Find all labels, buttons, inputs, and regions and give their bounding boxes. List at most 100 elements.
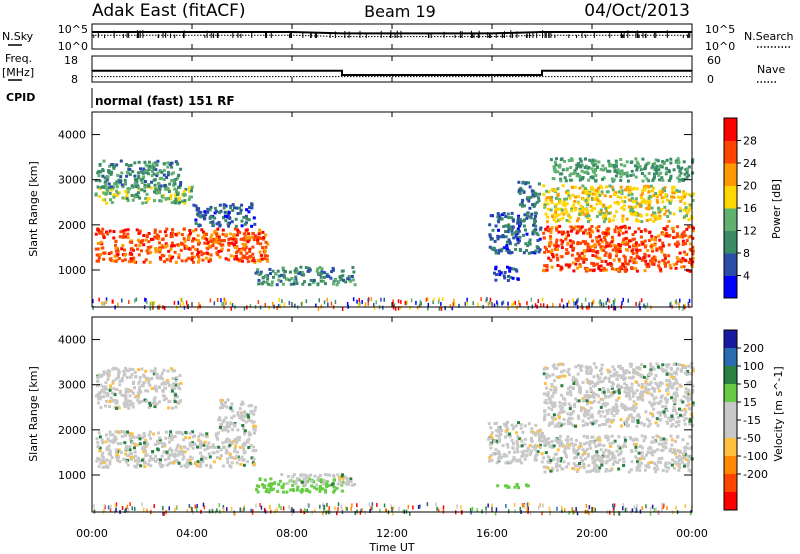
station-title: Adak East (fitACF) [92, 1, 246, 21]
velocity-cell [219, 425, 222, 429]
power-scatter [433, 297, 435, 302]
power-cell [643, 174, 647, 178]
velocity-cell [590, 413, 594, 417]
velocity-cell [142, 432, 146, 435]
velocity-cell [173, 383, 177, 387]
power-cell [677, 179, 681, 183]
velocity-cell [637, 413, 641, 417]
velocity-cell [587, 416, 591, 420]
velocity-cell [543, 442, 547, 446]
velocity-cell [617, 374, 621, 378]
velocity-cell [121, 430, 125, 433]
velocity-cell [176, 453, 180, 457]
power-cell [610, 267, 614, 271]
velocity-cell [610, 385, 614, 389]
power-scatter [432, 300, 434, 305]
velocity-cell [559, 423, 563, 427]
power-cell [551, 253, 555, 256]
velocity-scatter [651, 504, 654, 509]
velocity-cell [593, 441, 596, 445]
power-cell [687, 218, 691, 222]
velocity-cell [207, 452, 211, 456]
velocity-cell [628, 436, 632, 439]
velocity-cell [511, 459, 514, 463]
velocity-cell [620, 402, 624, 406]
velocity-cell [115, 452, 119, 456]
velocity-cell [133, 386, 136, 390]
velocity-cell [639, 444, 643, 448]
power-cell [133, 174, 137, 178]
power-cell [581, 197, 585, 201]
power-scatter [501, 301, 503, 306]
power-cell [607, 211, 611, 215]
velocity-cell [179, 381, 183, 385]
power-cell [668, 233, 672, 237]
velocity-cell [599, 448, 603, 452]
power-cell [528, 242, 532, 246]
power-cell [191, 245, 195, 249]
power-cell [496, 237, 500, 241]
power-cell [211, 243, 215, 247]
power-cell [609, 204, 613, 208]
velocity-cell [639, 421, 643, 425]
velocity-cell [217, 417, 221, 421]
power-cell [153, 235, 157, 239]
power-cell [647, 265, 651, 269]
power-cell [126, 190, 130, 194]
power-cell [658, 266, 662, 270]
velocity-cell [684, 445, 688, 449]
velocity-cell [627, 394, 631, 398]
velocity-cell [638, 468, 642, 472]
power-cell [97, 256, 101, 260]
power-cell [498, 235, 502, 239]
velocity-cell [688, 407, 692, 411]
velocity-cell [579, 406, 583, 410]
power-cell [681, 179, 685, 183]
velocity-cell [655, 464, 659, 468]
velocity-cell [188, 462, 192, 465]
power-cell [232, 242, 236, 246]
power-cell [133, 161, 137, 165]
power-cell [617, 257, 621, 261]
power-scatter [334, 300, 337, 304]
power-cell [274, 272, 278, 276]
velocity-cell [211, 445, 215, 449]
velocity-cell [490, 431, 494, 435]
velocity-cell [196, 460, 200, 464]
velocity-cell [677, 462, 681, 466]
velocity-cell [529, 439, 533, 443]
power-cell [194, 228, 198, 232]
power-cell [683, 172, 687, 176]
velocity-scatter [218, 503, 221, 508]
power-scatter [397, 299, 400, 304]
power-cell [344, 280, 348, 284]
power-cell [572, 246, 576, 250]
velocity-cell [99, 395, 103, 399]
power-cell [519, 249, 522, 252]
power-cell [533, 191, 537, 195]
power-cell [143, 189, 147, 193]
velocity-cell [97, 431, 101, 435]
power-scatter [224, 299, 227, 303]
velocity-cell [544, 375, 548, 379]
velocity-cell [583, 414, 587, 418]
power-cell [600, 190, 604, 194]
power-scatter [216, 298, 219, 302]
velocity-cell [140, 367, 144, 371]
power-cell [613, 246, 617, 250]
velocity-cell [557, 458, 561, 462]
power-cell [119, 180, 123, 184]
velocity-cell [349, 480, 353, 484]
power-cell [689, 242, 693, 246]
power-cell [155, 236, 159, 240]
power-cell [108, 229, 112, 233]
velocity-cell [522, 449, 526, 453]
power-cell [628, 185, 632, 189]
velocity-cell [319, 474, 322, 477]
velocity-cell [595, 438, 599, 442]
power-cell [193, 247, 197, 251]
power-cell [527, 251, 531, 255]
velocity-cell [577, 447, 581, 451]
power-cell [145, 234, 149, 238]
velocity-cell [671, 417, 675, 421]
